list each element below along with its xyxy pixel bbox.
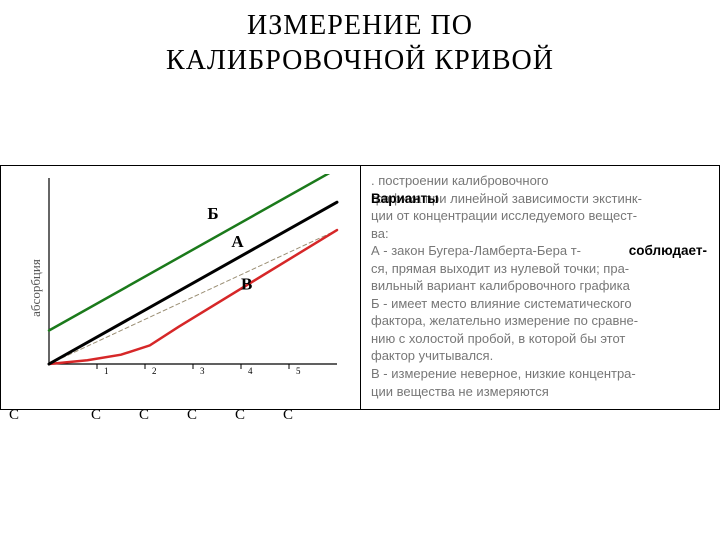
description-text: . построении калибровочногографика при л… xyxy=(371,172,709,400)
description-line: В - измерение неверное, низкие концентра… xyxy=(371,365,709,383)
x-axis-c-label: С xyxy=(283,407,293,424)
x-axis-c-label: С xyxy=(187,407,197,424)
svg-text:1: 1 xyxy=(104,366,109,376)
description-line: ся, прямая выходит из нулевой точки; пра… xyxy=(371,260,709,278)
description-line: ции от концентрации исследуемого вещест- xyxy=(371,207,709,225)
description-line: вильный вариант калибровочного графика xyxy=(371,277,709,295)
x-axis-c-label: С xyxy=(235,407,245,424)
description-line: фактора, желательно измерение по сравне- xyxy=(371,312,709,330)
description-line: нию с холостой пробой, в которой бы этот xyxy=(371,330,709,348)
description-cell: . построении калибровочногографика при л… xyxy=(361,166,719,409)
svg-text:3: 3 xyxy=(200,366,205,376)
title-line-2: КАЛИБРОВОЧНОЙ КРИВОЙ xyxy=(166,45,554,76)
page-title: ИЗМЕРЕНИЕ ПО КАЛИБРОВОЧНОЙ КРИВОЙ xyxy=(0,8,720,78)
x-axis-c-label: С xyxy=(139,407,149,424)
description-line: ва: xyxy=(371,225,709,243)
calibration-chart: 1 2 3 4 5 БА В xyxy=(41,174,341,384)
svg-text:В: В xyxy=(241,275,252,294)
overlay-bold-2: соблюдает- xyxy=(629,243,707,258)
x-axis-c-label: С xyxy=(9,407,19,424)
svg-text:А: А xyxy=(231,232,244,251)
content-row: абсорбция 12345БАВ . построении калибров… xyxy=(0,165,720,410)
x-axis-c-label: С xyxy=(91,407,101,424)
description-line: ции вещества не измеряются xyxy=(371,383,709,401)
description-line: Б - имеет место влияние систематического xyxy=(371,295,709,313)
svg-text:Б: Б xyxy=(207,204,218,223)
slide-root: ИЗМЕРЕНИЕ ПО КАЛИБРОВОЧНОЙ КРИВОЙ абсорб… xyxy=(0,0,720,540)
svg-text:4: 4 xyxy=(248,366,253,376)
svg-text:5: 5 xyxy=(296,366,301,376)
description-line: . построении калибровочного xyxy=(371,172,709,190)
overlay-bold-1: Варианты xyxy=(371,191,439,206)
svg-text:2: 2 xyxy=(152,366,157,376)
title-line-1: ИЗМЕРЕНИЕ ПО xyxy=(247,10,473,41)
chart-cell: абсорбция 12345БАВ xyxy=(1,166,361,409)
x-axis-c-labels: СССССС xyxy=(1,409,361,429)
description-line: фактор учитывался. xyxy=(371,347,709,365)
